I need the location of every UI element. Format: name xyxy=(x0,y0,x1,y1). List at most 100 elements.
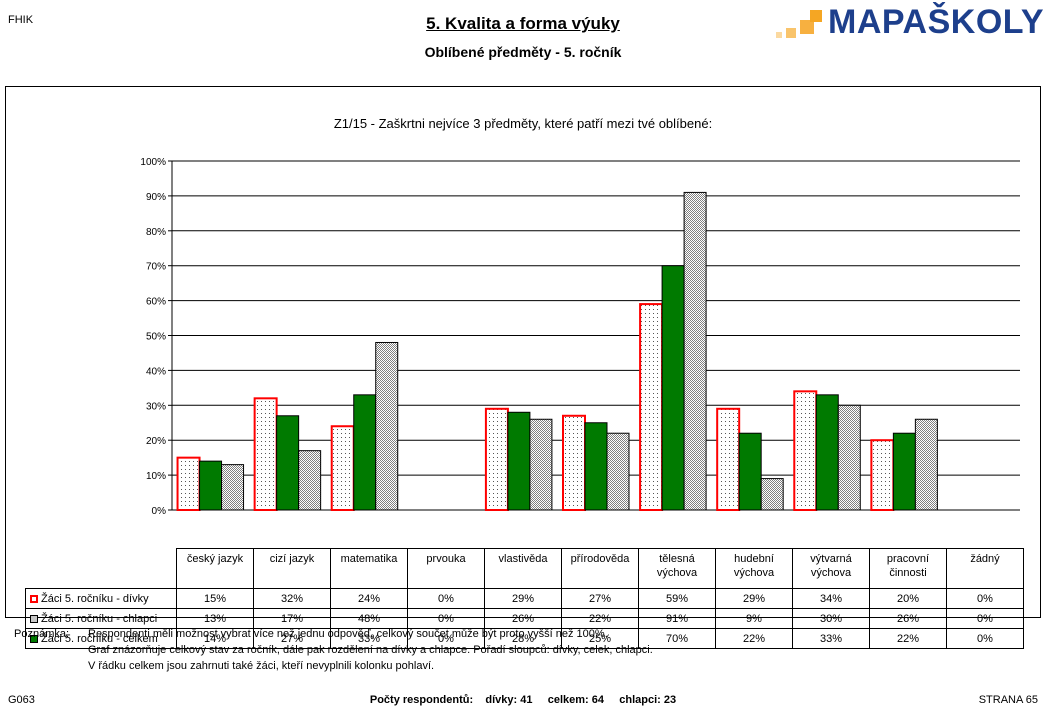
category-label: prvouka xyxy=(407,548,485,589)
series-label-text: Žáci 5. ročníku - chlapci xyxy=(41,612,158,625)
table-cell: 20% xyxy=(869,588,947,609)
table-cell: 27% xyxy=(253,628,331,649)
logo-square-icon xyxy=(776,32,782,38)
note-label: Poznámka: xyxy=(14,628,70,640)
table-cell: 0% xyxy=(946,628,1024,649)
y-axis: 0% 10% 20% 30% 40% 50% 60% 70% 80% 90% 100% xyxy=(140,157,173,517)
y-tick-label: 50% xyxy=(146,332,166,343)
bar-red xyxy=(793,390,818,511)
footer-code: G063 xyxy=(8,694,35,706)
table-header-row: český jazyk cizí jazyk matematika prvouka vl… xyxy=(26,548,1024,589)
respondent-counts: Počty respondentů: dívky: 41 celkem: 64 … xyxy=(369,694,677,706)
bar-gray xyxy=(606,432,630,511)
table-cell: 0% xyxy=(407,608,485,629)
mapa-skoly-logo xyxy=(776,6,1032,46)
legend-swatch-icon xyxy=(30,614,38,623)
table-cell: 59% xyxy=(638,588,716,609)
bar-green xyxy=(815,394,839,511)
bar-red xyxy=(176,456,201,511)
y-tick-label: 40% xyxy=(146,366,166,377)
bar-red xyxy=(330,425,355,511)
y-tick-label: 20% xyxy=(146,436,166,447)
table-cell: 14% xyxy=(176,628,254,649)
table-cell: 22% xyxy=(561,608,639,629)
bars xyxy=(176,191,938,512)
category-label: tělesná výchova xyxy=(638,548,716,589)
category-label: matematika xyxy=(330,548,408,589)
logo-text-part2: ŠKOLY xyxy=(927,3,1045,41)
y-tick-label: 80% xyxy=(146,227,166,238)
bar-gray xyxy=(683,191,707,511)
table-cell: 33% xyxy=(330,628,408,649)
page-title: 5. Kvalita a forma výuky xyxy=(0,14,1046,34)
bar-green xyxy=(353,394,377,511)
y-tick-label: 30% xyxy=(146,401,166,412)
page-subtitle: Oblíbené předměty - 5. ročník xyxy=(424,44,622,60)
logo-square-icon xyxy=(800,20,814,34)
category-label: pracovní činnosti xyxy=(869,548,947,589)
table-row: Žáci 5. ročníku - celkem 14% 27% 33% 0% 28% 25… xyxy=(25,628,1024,649)
y-tick-label: 90% xyxy=(146,192,166,203)
bar-gray xyxy=(375,341,399,511)
table-cell: 13% xyxy=(176,608,254,629)
category-label: výtvarná výchova xyxy=(792,548,870,589)
legend-swatch-icon xyxy=(30,594,38,603)
bar-gray xyxy=(914,418,938,511)
bar-red xyxy=(484,407,509,512)
table-cell: 0% xyxy=(407,628,485,649)
table-cell: 15% xyxy=(176,588,254,609)
series-label-text: Žáci 5. ročníku - celkem xyxy=(41,632,158,645)
logo-square-icon xyxy=(810,10,822,22)
table-corner xyxy=(26,549,177,589)
bar-green xyxy=(738,432,762,511)
series-label: Žáci 5. ročníku - dívky xyxy=(25,588,177,609)
bar-gray xyxy=(529,418,553,511)
table-cell: 27% xyxy=(561,588,639,609)
table-cell: 0% xyxy=(946,608,1024,629)
bar-green xyxy=(276,415,300,511)
category-label: přírodověda xyxy=(561,548,639,589)
logo-text-part1: MAPA xyxy=(828,3,928,41)
bar-green xyxy=(199,460,223,511)
table-cell: 24% xyxy=(330,588,408,609)
page-number: STRANA 65 xyxy=(978,694,1038,706)
header-code: FHIK xyxy=(8,14,34,26)
bar-red xyxy=(639,303,664,511)
category-label: cizí jazyk xyxy=(253,548,331,589)
table-row: Žáci 5. ročníku - chlapci 13% 17% 48% 0% 26% 2… xyxy=(25,608,1024,629)
table-cell: 29% xyxy=(715,588,793,609)
bar-green xyxy=(661,265,685,511)
bar-red xyxy=(253,397,278,512)
y-tick-label: 0% xyxy=(152,506,167,517)
bar-red xyxy=(870,439,895,512)
table-cell: 9% xyxy=(715,608,793,629)
table-cell: 70% xyxy=(638,628,716,649)
note-line: Respondenti měli možnost vybrat více než… xyxy=(88,628,608,640)
bar-red xyxy=(716,407,741,512)
table-cell: 30% xyxy=(792,608,870,629)
series-label: Žáci 5. ročníku - celkem xyxy=(25,628,177,649)
data-table: český jazyk cizí jazyk matematika prvouka vl… xyxy=(25,548,1024,649)
note-line: Graf znázorňuje celkový stav za ročník, … xyxy=(88,644,653,656)
note-line: V řádku celkem jsou zahrnuti také žáci, … xyxy=(88,660,435,672)
bar-gray xyxy=(298,450,322,511)
bar-gray xyxy=(221,464,245,511)
table-cell: 17% xyxy=(253,608,331,629)
y-tick-label: 10% xyxy=(146,471,166,482)
category-label: žádný xyxy=(946,548,1024,589)
table-cell: 22% xyxy=(715,628,793,649)
legend-swatch-icon xyxy=(30,634,38,643)
y-tick-label: 60% xyxy=(146,297,166,308)
table-cell: 29% xyxy=(484,588,562,609)
table-cell: 26% xyxy=(484,608,562,629)
series-label: Žáci 5. ročníku - chlapci xyxy=(25,608,177,629)
bar-red xyxy=(562,414,586,511)
table-cell: 34% xyxy=(792,588,870,609)
y-tick-label: 70% xyxy=(146,262,166,273)
bar-green xyxy=(584,422,608,511)
table-cell: 26% xyxy=(869,608,947,629)
table-cell: 25% xyxy=(561,628,639,649)
category-label: hudební výchova xyxy=(715,548,793,589)
table-cell: 32% xyxy=(253,588,331,609)
